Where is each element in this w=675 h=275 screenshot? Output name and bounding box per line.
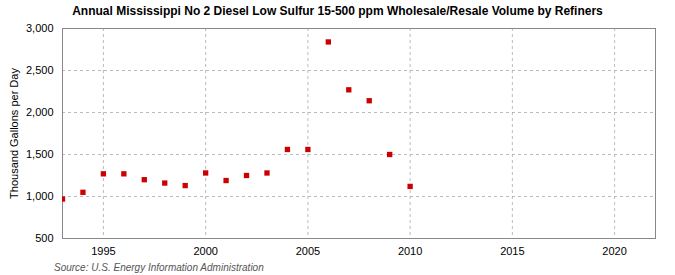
svg-text:2010: 2010 (398, 245, 422, 257)
html-text:Source: U.S. Energy Informatio: Source: U.S. Energy Information Administ… (54, 262, 264, 273)
svg-text:2005: 2005 (296, 245, 320, 257)
svg-text:1,000: 1,000 (26, 190, 54, 202)
svg-text:2020: 2020 (602, 245, 626, 257)
svg-text:Thousand Gallons per Day: Thousand Gallons per Day (8, 68, 20, 199)
svg-text:2,500: 2,500 (26, 64, 54, 76)
svg-text:2000: 2000 (193, 245, 217, 257)
svg-text:1995: 1995 (91, 245, 115, 257)
html-text:Annual Mississippi No 2 Diesel: Annual Mississippi No 2 Diesel Low Sulfu… (72, 4, 603, 18)
svg-text:3,000: 3,000 (26, 22, 54, 34)
svg-text:1,500: 1,500 (26, 148, 54, 160)
svg-text:2,000: 2,000 (26, 106, 54, 118)
svg-text:500: 500 (35, 232, 53, 244)
svg-text:2015: 2015 (500, 245, 524, 257)
